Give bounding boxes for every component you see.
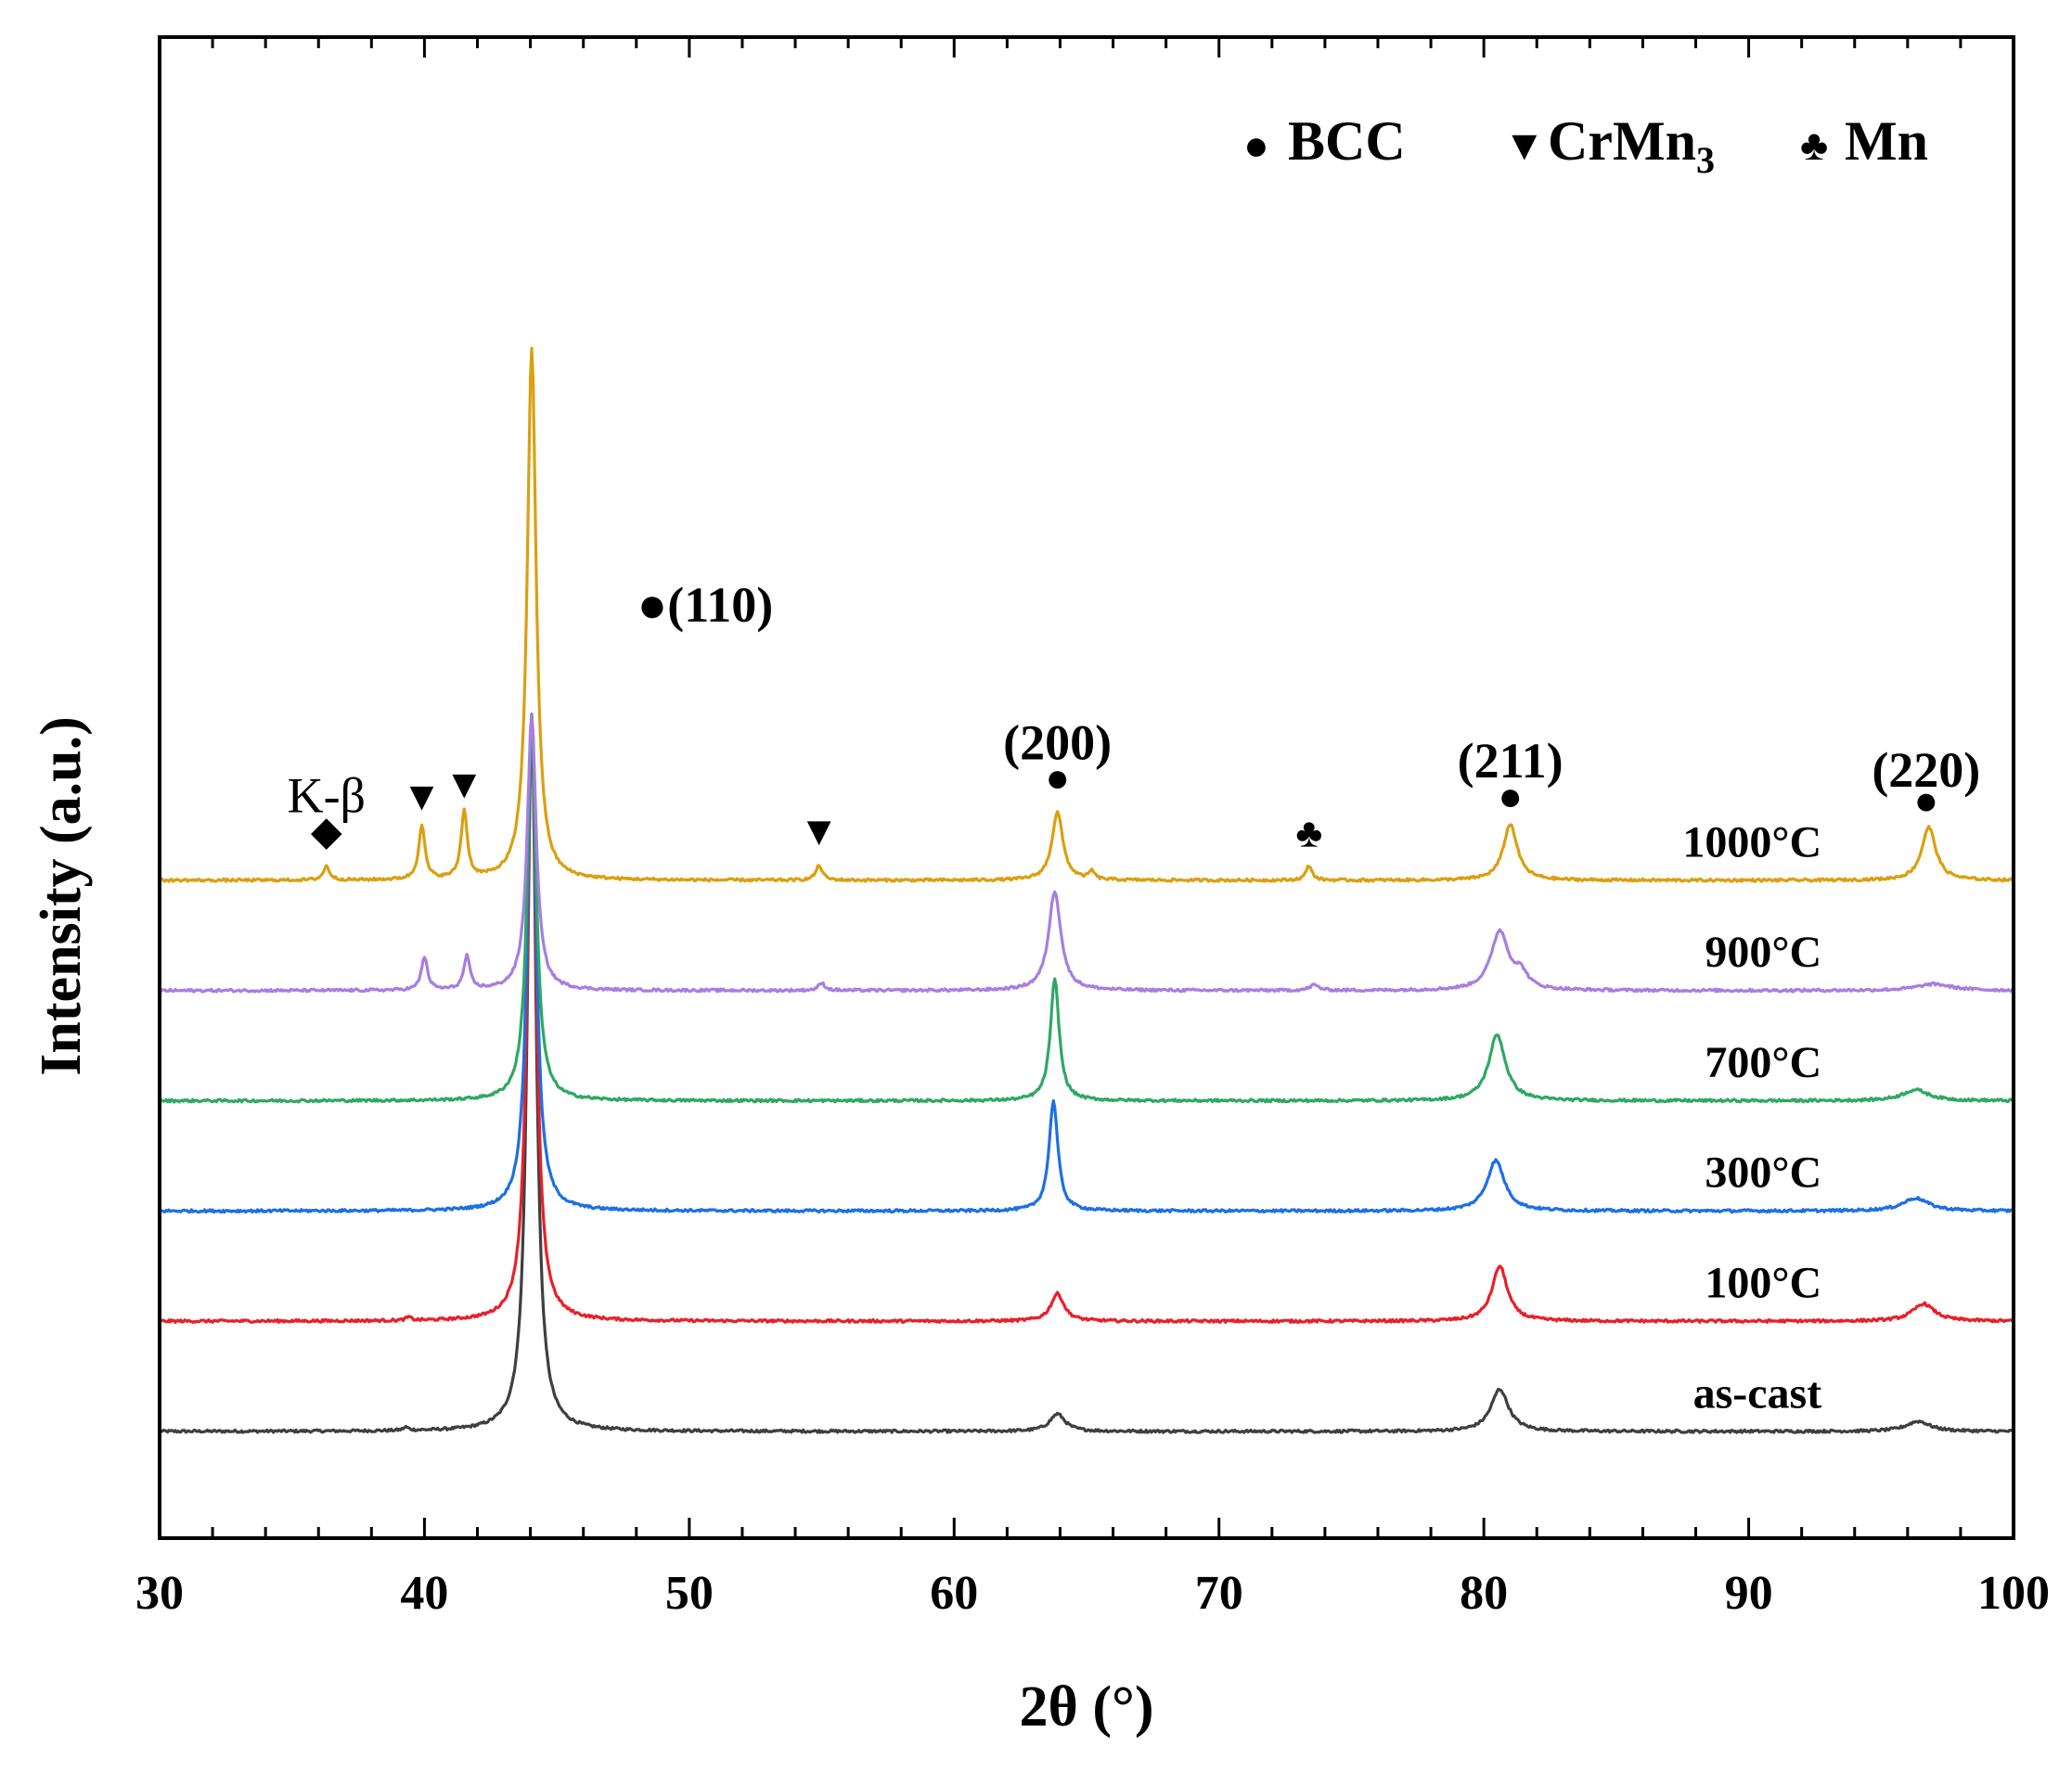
- series-line-700-c: [160, 712, 2014, 1104]
- annotation-hkl-211: (211): [1458, 733, 1564, 789]
- series-line-1000-c: [160, 346, 2014, 883]
- annotation-hkl-200: (200): [1003, 714, 1112, 770]
- annotation-crmn3-1: ▼: [402, 774, 443, 819]
- series-labels: as-cast 100°C 300°C 700°C 900°C 1000°C: [1682, 817, 1821, 1418]
- series-label: 700°C: [1705, 1038, 1821, 1087]
- annotation-mn-1: ♣: [1295, 810, 1322, 855]
- annotation-bcc-220: ●: [1914, 778, 1939, 824]
- x-tick-label: 100: [1977, 1567, 2050, 1620]
- annotation-bcc-200: ●: [1045, 755, 1070, 801]
- annotation-kbeta-diamond: ◆: [311, 808, 342, 853]
- series-label: as-cast: [1693, 1368, 1822, 1418]
- legend-symbol: ♣: [1800, 122, 1828, 169]
- series-label: 100°C: [1705, 1258, 1821, 1307]
- series-line-900-c: [160, 713, 2014, 994]
- legend-label-text: Mn: [1845, 110, 1928, 172]
- series-line-100-c: [160, 714, 2014, 1324]
- legend-label: BCC: [1288, 110, 1406, 172]
- y-axis-label: Intensity (a.u.): [30, 716, 93, 1076]
- series-line-300-c: [160, 712, 2014, 1214]
- series-label: 300°C: [1705, 1149, 1821, 1198]
- x-tick-labels: 30 40 50 60 70 80 90 100: [135, 1567, 2050, 1620]
- legend-label-subscript: 3: [1696, 139, 1715, 181]
- series-label: 900°C: [1705, 928, 1821, 977]
- x-tick-label: 40: [400, 1567, 448, 1620]
- legend-symbol: ▼: [1503, 122, 1546, 169]
- peak-annotations: ●(110)(200)● (211)● (220)●K-β◆▼ ▼▼ ♣: [288, 577, 1981, 856]
- legend-label: CrMn3: [1548, 110, 1715, 181]
- x-tick-label: 50: [665, 1567, 714, 1620]
- annotation-crmn3-2: ▼: [444, 762, 484, 807]
- legend-label-text: CrMn: [1548, 110, 1696, 172]
- legend: ● BCC ▼ CrMn3 ♣ Mn: [1243, 110, 1928, 181]
- annotation-hkl-110: ●(110): [637, 577, 774, 633]
- annotation-kbeta-label: K-β: [288, 768, 366, 824]
- plot-frame: [158, 35, 2015, 1540]
- x-tick-label: 60: [930, 1567, 978, 1620]
- series-curves: [160, 346, 2014, 1434]
- x-tick-label: 30: [135, 1567, 184, 1620]
- x-axis-label: 2θ (°): [1020, 1675, 1154, 1739]
- x-tick-label: 90: [1725, 1567, 1773, 1620]
- legend-label: Mn: [1845, 110, 1928, 172]
- x-tick-label: 70: [1195, 1567, 1243, 1620]
- legend-label-text: BCC: [1288, 110, 1406, 172]
- annotation-crmn3-3: ▼: [799, 808, 840, 853]
- annotation-bcc-211: ●: [1498, 774, 1523, 819]
- x-tick-label: 80: [1460, 1567, 1508, 1620]
- legend-symbol: ●: [1243, 122, 1269, 169]
- series-line-as-cast: [160, 713, 2014, 1434]
- annotation-hkl-220: (220): [1872, 742, 1980, 798]
- series-label: 1000°C: [1682, 817, 1821, 866]
